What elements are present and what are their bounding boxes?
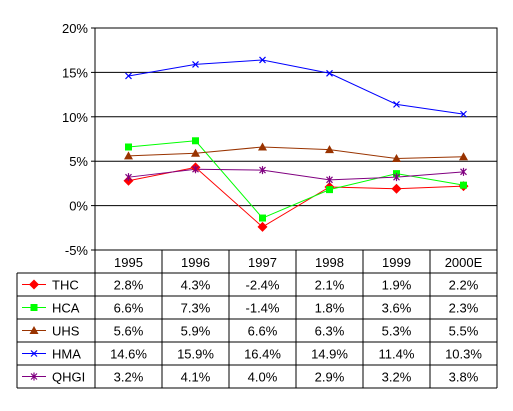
data-label: 2.8%: [114, 278, 144, 293]
triangle-marker: [392, 154, 401, 163]
data-label: 6.3%: [315, 324, 345, 339]
legend-label: QHGI: [52, 370, 85, 385]
series-line-uhs: [128, 146, 464, 160]
data-label: 4.1%: [181, 370, 211, 385]
data-label: 4.3%: [181, 278, 211, 293]
x-category-label: 2000E: [445, 255, 483, 270]
triangle-marker: [459, 152, 468, 161]
triangle-marker: [325, 145, 334, 154]
data-label: 10.3%: [445, 347, 482, 362]
diamond-marker: [257, 221, 268, 232]
data-label: 5.5%: [449, 324, 479, 339]
x-marker: [460, 110, 467, 118]
data-label: 7.3%: [181, 301, 211, 316]
triangle-marker: [29, 326, 39, 334]
legend-label: HMA: [52, 347, 81, 362]
data-label: 11.4%: [379, 347, 415, 362]
star-marker: [460, 167, 467, 176]
data-label: 2.9%: [315, 370, 345, 385]
square-marker: [460, 181, 467, 189]
x-marker: [393, 100, 400, 108]
square-marker: [259, 214, 266, 222]
x-marker: [326, 69, 333, 77]
data-label: 14.6%: [110, 347, 147, 362]
series-line-qhgi: [128, 168, 464, 181]
data-label: 16.4%: [244, 347, 281, 362]
series-line-thc: [128, 166, 464, 228]
triangle-marker: [191, 148, 200, 157]
data-label: 3.8%: [449, 370, 479, 385]
star-marker: [30, 372, 38, 381]
y-tick-label: 10%: [62, 110, 88, 125]
triangle-marker: [124, 151, 133, 160]
square-marker: [125, 143, 132, 151]
data-label: 2.2%: [449, 278, 479, 293]
data-label: 6.6%: [114, 301, 144, 316]
y-tick-label: -5%: [65, 243, 89, 258]
data-label: 2.1%: [315, 278, 345, 293]
square-marker: [30, 304, 38, 311]
star-marker: [259, 166, 266, 175]
data-label: 1.8%: [315, 301, 345, 316]
data-label: 5.3%: [382, 324, 412, 339]
x-category-label: 1999: [382, 255, 411, 270]
star-marker: [125, 173, 132, 182]
legend-label: HCA: [52, 301, 80, 316]
x-category-label: 1997: [248, 255, 277, 270]
x-marker: [125, 72, 132, 80]
x-marker: [259, 56, 266, 64]
triangle-marker: [258, 142, 267, 151]
y-tick-label: 15%: [62, 65, 88, 80]
data-label: -1.4%: [246, 301, 280, 316]
data-label: 3.2%: [382, 370, 412, 385]
data-label: 3.6%: [382, 301, 412, 316]
x-marker: [30, 350, 38, 357]
data-label: 1.9%: [382, 278, 412, 293]
star-marker: [192, 165, 199, 174]
diamond-marker: [391, 183, 402, 194]
data-label: 5.6%: [114, 324, 144, 339]
x-marker: [192, 60, 199, 68]
series-line-hma: [128, 59, 464, 115]
legend-label: UHS: [52, 324, 80, 339]
x-category-label: 1995: [114, 255, 143, 270]
data-label: 6.6%: [248, 324, 278, 339]
data-label: 15.9%: [177, 347, 214, 362]
data-label: 3.2%: [114, 370, 144, 385]
square-marker: [326, 186, 333, 194]
x-category-label: 1996: [181, 255, 210, 270]
star-marker: [326, 175, 333, 184]
diamond-marker: [29, 279, 39, 290]
legend-label: THC: [52, 278, 79, 293]
data-label: 14.9%: [311, 347, 348, 362]
y-tick-label: 20%: [62, 21, 88, 36]
data-label: 4.0%: [248, 370, 278, 385]
data-label: 2.3%: [449, 301, 479, 316]
x-category-label: 1998: [315, 255, 344, 270]
data-label: -2.4%: [246, 278, 280, 293]
star-marker: [393, 173, 400, 182]
y-tick-label: 0%: [69, 199, 88, 214]
series-line-hca: [128, 140, 464, 219]
data-label: 5.9%: [181, 324, 211, 339]
y-tick-label: 5%: [69, 154, 88, 169]
square-marker: [192, 137, 199, 145]
plot-area: [94, 27, 498, 251]
